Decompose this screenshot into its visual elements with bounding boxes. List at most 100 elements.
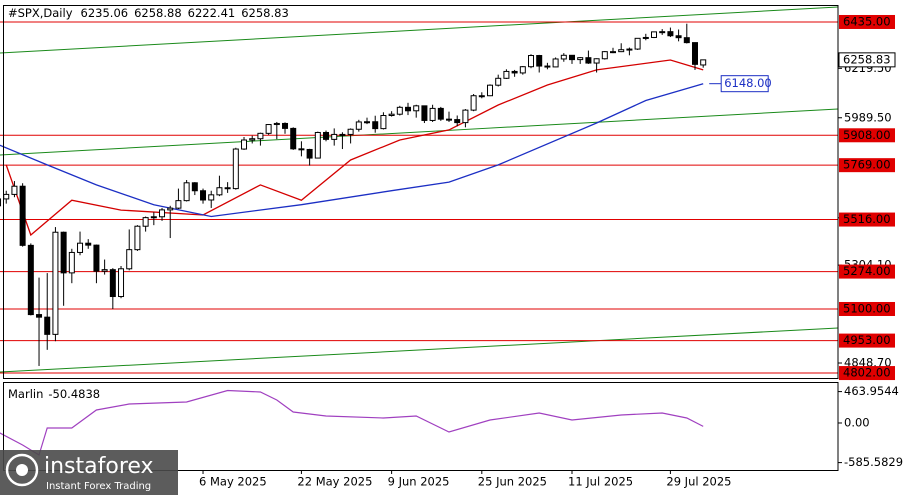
candle-body	[593, 58, 600, 64]
candle-body	[667, 31, 674, 37]
candle-body	[60, 231, 67, 274]
candle-body	[175, 200, 182, 209]
candle-body	[642, 36, 649, 39]
candle-body	[355, 121, 362, 130]
candle-body	[273, 122, 280, 126]
level-label-box	[839, 333, 895, 348]
candle-body	[159, 209, 166, 218]
candle-body	[36, 314, 43, 318]
candle-body	[528, 55, 535, 68]
candle-body	[683, 37, 690, 44]
indicator-name: Marlin	[8, 387, 43, 401]
level-label: 5516.00	[843, 212, 891, 226]
x-tick-label: 22 May 2025	[297, 475, 372, 489]
level-label: 4802.00	[843, 366, 891, 380]
level-label-box	[839, 366, 895, 381]
candle-body	[478, 95, 485, 98]
moving-average	[5, 59, 704, 237]
candle-body	[413, 105, 420, 112]
current-price-label: 6258.83	[843, 52, 891, 66]
candle-body	[446, 118, 453, 121]
candle-body	[536, 55, 543, 67]
ohlc-low: 6222.41	[188, 6, 236, 20]
candle-body	[437, 107, 444, 120]
candle-body	[282, 122, 289, 129]
y-tick-label: 0.00	[844, 415, 870, 429]
candle-body	[577, 57, 584, 61]
candle-body	[618, 49, 625, 53]
level-label: 5100.00	[843, 301, 891, 315]
candle-body	[331, 133, 338, 140]
candle-body	[68, 251, 75, 274]
candle-body	[200, 190, 207, 201]
x-tick-label: 9 Jun 2025	[388, 475, 450, 489]
level-label: 5769.00	[843, 158, 891, 172]
level-label: 5908.00	[843, 128, 891, 142]
candle-body	[134, 225, 141, 251]
candle-body	[298, 148, 305, 151]
x-tick-label: 25 Jun 2025	[478, 475, 547, 489]
level-label: 6435.00	[843, 14, 891, 28]
candle-body	[314, 131, 321, 159]
candle-body	[224, 187, 231, 190]
x-tick-label: 11 Jul 2025	[568, 475, 633, 489]
candle-body	[552, 58, 559, 68]
candle-body	[183, 182, 190, 202]
level-label: 5274.00	[843, 264, 891, 278]
current-price-box	[838, 52, 896, 68]
trend-line	[0, 108, 838, 156]
candle-body	[191, 182, 198, 192]
watermark-logo	[16, 464, 28, 476]
level-label-box	[839, 212, 895, 227]
ohlc-high: 6258.88	[134, 6, 182, 20]
candle-body	[306, 148, 313, 159]
watermark: instaforex Instant Forex Trading	[0, 450, 178, 495]
level-label-box	[839, 301, 895, 316]
candle-body	[601, 51, 608, 60]
candle-body	[421, 105, 428, 121]
level-label-box	[839, 14, 895, 29]
candle-body	[0, 198, 2, 207]
candle-body	[257, 132, 264, 140]
candle-body	[388, 113, 395, 117]
candle-body	[249, 138, 256, 141]
price-label-box	[720, 75, 769, 93]
candle-body	[142, 217, 149, 227]
candle-body	[216, 187, 223, 196]
chart-header: #SPX,Daily 6235.06 6258.88 6222.41 6258.83	[8, 6, 289, 20]
candle-body	[700, 59, 707, 66]
watermark-logo	[5, 453, 39, 487]
candle-body	[495, 77, 502, 86]
candle-body	[109, 269, 116, 298]
candle-body	[52, 231, 59, 335]
level-label-box	[839, 128, 895, 143]
candle-body	[519, 66, 526, 74]
candle-body	[544, 65, 551, 68]
candle-body	[323, 131, 330, 140]
ohlc-open: 6235.06	[81, 6, 129, 20]
indicator-line	[0, 389, 704, 456]
level-label-box	[839, 158, 895, 173]
candle-body	[560, 54, 567, 60]
candle-body	[487, 84, 494, 97]
candle-body	[429, 107, 436, 121]
candle-body	[241, 139, 248, 150]
candle-body	[503, 70, 510, 79]
candle-body	[462, 109, 469, 124]
candle-body	[372, 121, 379, 130]
candle-body	[77, 242, 84, 253]
candle-body	[626, 48, 633, 51]
candle-body	[44, 316, 51, 335]
level-label: 4953.00	[843, 333, 891, 347]
y-tick-label: 4848.70	[844, 356, 892, 370]
y-tick-label: 5989.50	[844, 110, 892, 124]
candle-body	[85, 242, 92, 246]
candle-body	[93, 244, 100, 272]
candle-body	[454, 119, 461, 124]
x-tick-label: 6 May 2025	[199, 475, 267, 489]
candle-body	[585, 57, 592, 64]
indicator-header: Marlin -50.4838	[8, 387, 100, 401]
panel-border	[3, 382, 839, 471]
candle-body	[610, 51, 617, 54]
